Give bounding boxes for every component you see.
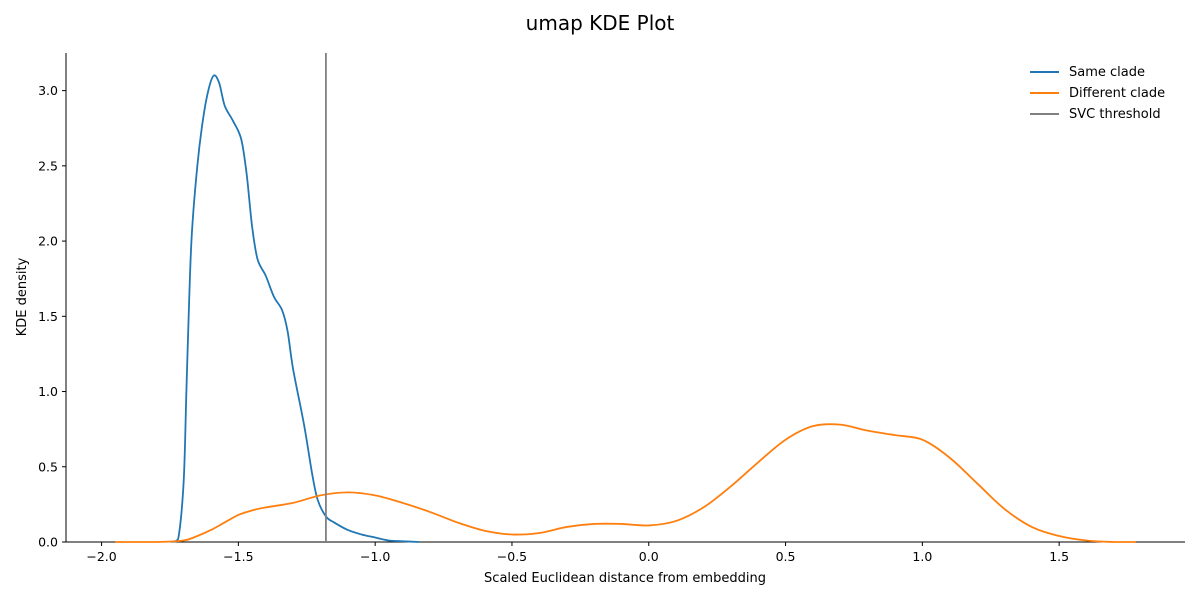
x-tick-label: −1.0 [360,549,390,564]
y-tick-label: 2.0 [38,234,58,249]
legend-label-svc-threshold: SVC threshold [1069,107,1161,122]
series-line-same-clade [172,74,419,543]
y-tick-label: 1.0 [38,384,58,399]
x-tick-label: 1.5 [1049,549,1069,564]
x-tick-label: −1.5 [223,549,253,564]
series-lines [115,74,1136,543]
plot-area: −2.0 −1.5 −1.0 −0.5 0.0 0.5 1.0 1.5 0.0 0.5 1.0 1.… [38,53,1185,564]
y-ticks: 0.0 0.5 1.0 1.5 2.0 2.5 3.0 [38,83,66,550]
series-line-different-clade [115,423,1136,543]
x-axis-label: Scaled Euclidean distance from embedding [484,571,766,586]
x-tick-label: −2.0 [86,549,116,564]
legend: Same clade Different clade SVC threshold [1030,65,1165,122]
x-ticks: −2.0 −1.5 −1.0 −0.5 0.0 0.5 1.0 1.5 [86,542,1069,564]
y-tick-label: 0.5 [38,459,58,474]
y-tick-label: 0.0 [38,535,58,550]
chart-title: umap KDE Plot [526,11,675,35]
y-tick-label: 3.0 [38,83,58,98]
x-tick-label: −0.5 [497,549,527,564]
x-tick-label: 0.0 [639,549,659,564]
y-tick-label: 1.5 [38,309,58,324]
legend-label-same-clade: Same clade [1069,65,1145,80]
x-tick-label: 1.0 [912,549,932,564]
x-tick-label: 0.5 [776,549,796,564]
y-tick-label: 2.5 [38,158,58,173]
y-axis-label: KDE density [15,257,30,336]
legend-label-different-clade: Different clade [1069,86,1165,101]
